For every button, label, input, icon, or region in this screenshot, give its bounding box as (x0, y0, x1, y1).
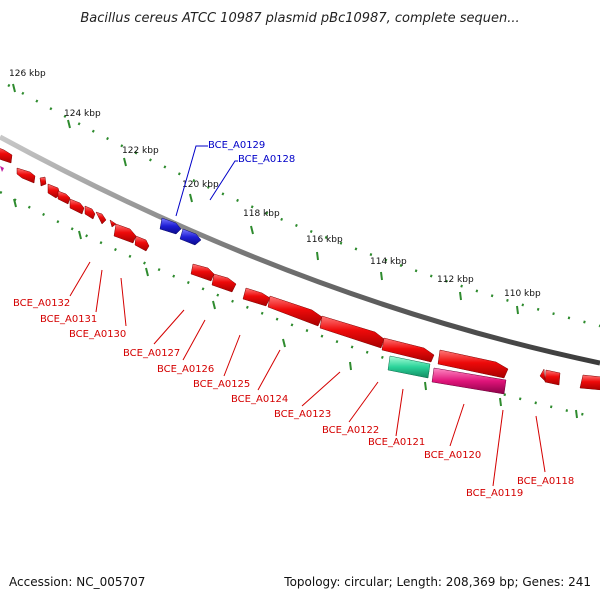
gene-arrow[interactable] (179, 228, 202, 246)
gene-arrow[interactable] (431, 367, 507, 395)
gene-label[interactable]: BCE_A0129 (208, 140, 265, 151)
gene-arrow[interactable] (211, 273, 237, 293)
gene-label[interactable]: BCE_A0126 (157, 364, 214, 375)
gene-arrow[interactable] (69, 198, 85, 215)
gene-label[interactable]: BCE_A0118 (517, 476, 574, 487)
outer-ruler-ticks (12, 83, 519, 315)
gene-label[interactable]: BCE_A0132 (13, 298, 70, 309)
gene-label[interactable]: BCE_A0121 (368, 437, 425, 448)
ruler-label: 120 kbp (182, 180, 219, 190)
gene-arrow[interactable] (57, 190, 71, 205)
ruler-label: 126 kbp (9, 69, 46, 79)
summary-text: Topology: circular; Length: 208,369 bp; … (284, 575, 591, 589)
gene-label[interactable]: BCE_A0124 (231, 394, 288, 405)
leader-lines-blue (175, 145, 238, 217)
gene-arrow[interactable] (0, 146, 13, 164)
gene-arrow[interactable] (159, 217, 182, 235)
gene-arrow[interactable] (0, 166, 4, 172)
gene-label[interactable]: BCE_A0122 (322, 425, 379, 436)
ruler-label: 116 kbp (306, 235, 343, 245)
gene-label[interactable]: BCE_A0127 (123, 348, 180, 359)
forward-genes (159, 217, 202, 246)
gene-arrow[interactable] (387, 355, 431, 379)
ruler-label: 114 kbp (370, 257, 407, 267)
ruler-label: 110 kbp (504, 289, 541, 299)
gene-arrow[interactable] (39, 176, 47, 187)
gene-arrow[interactable] (190, 263, 215, 282)
gene-label[interactable]: BCE_A0128 (238, 154, 295, 165)
gene-arrow[interactable] (437, 349, 509, 379)
gene-arrow[interactable] (539, 368, 546, 382)
gene-label[interactable]: BCE_A0130 (69, 329, 126, 340)
inner-ruler-ticks (13, 198, 578, 419)
gene-label[interactable]: BCE_A0120 (424, 450, 481, 461)
ruler-label: 112 kbp (437, 275, 474, 285)
gene-label[interactable]: BCE_A0123 (274, 409, 331, 420)
gene-label[interactable]: BCE_A0131 (40, 314, 97, 325)
gene-arrow[interactable] (319, 315, 385, 349)
ruler-label: 124 kbp (64, 109, 101, 119)
gene-arrow[interactable] (579, 374, 600, 391)
map-title: Bacillus cereus ATCC 10987 plasmid pBc10… (80, 11, 520, 26)
gene-arrow[interactable] (84, 205, 96, 220)
gene-arrow[interactable] (544, 369, 561, 386)
gene-arrow[interactable] (381, 337, 435, 363)
ruler-label: 122 kbp (122, 146, 159, 156)
gene-arrow[interactable] (16, 167, 36, 184)
gene-arrow[interactable] (267, 295, 323, 327)
gene-arrow[interactable] (95, 211, 107, 225)
accession-text: Accession: NC_005707 (9, 575, 146, 589)
leader-lines-red (69, 261, 546, 487)
reverse-genes (0, 146, 600, 395)
plasmid-backbone (0, 134, 600, 366)
ruler-label: 118 kbp (243, 209, 280, 219)
gene-arrow[interactable] (242, 287, 271, 307)
gene-arrow[interactable] (134, 235, 150, 252)
gene-arrow[interactable] (109, 219, 117, 228)
gene-label[interactable]: BCE_A0125 (193, 379, 250, 390)
gene-arrow[interactable] (113, 223, 137, 244)
gene-label[interactable]: BCE_A0119 (466, 488, 523, 499)
